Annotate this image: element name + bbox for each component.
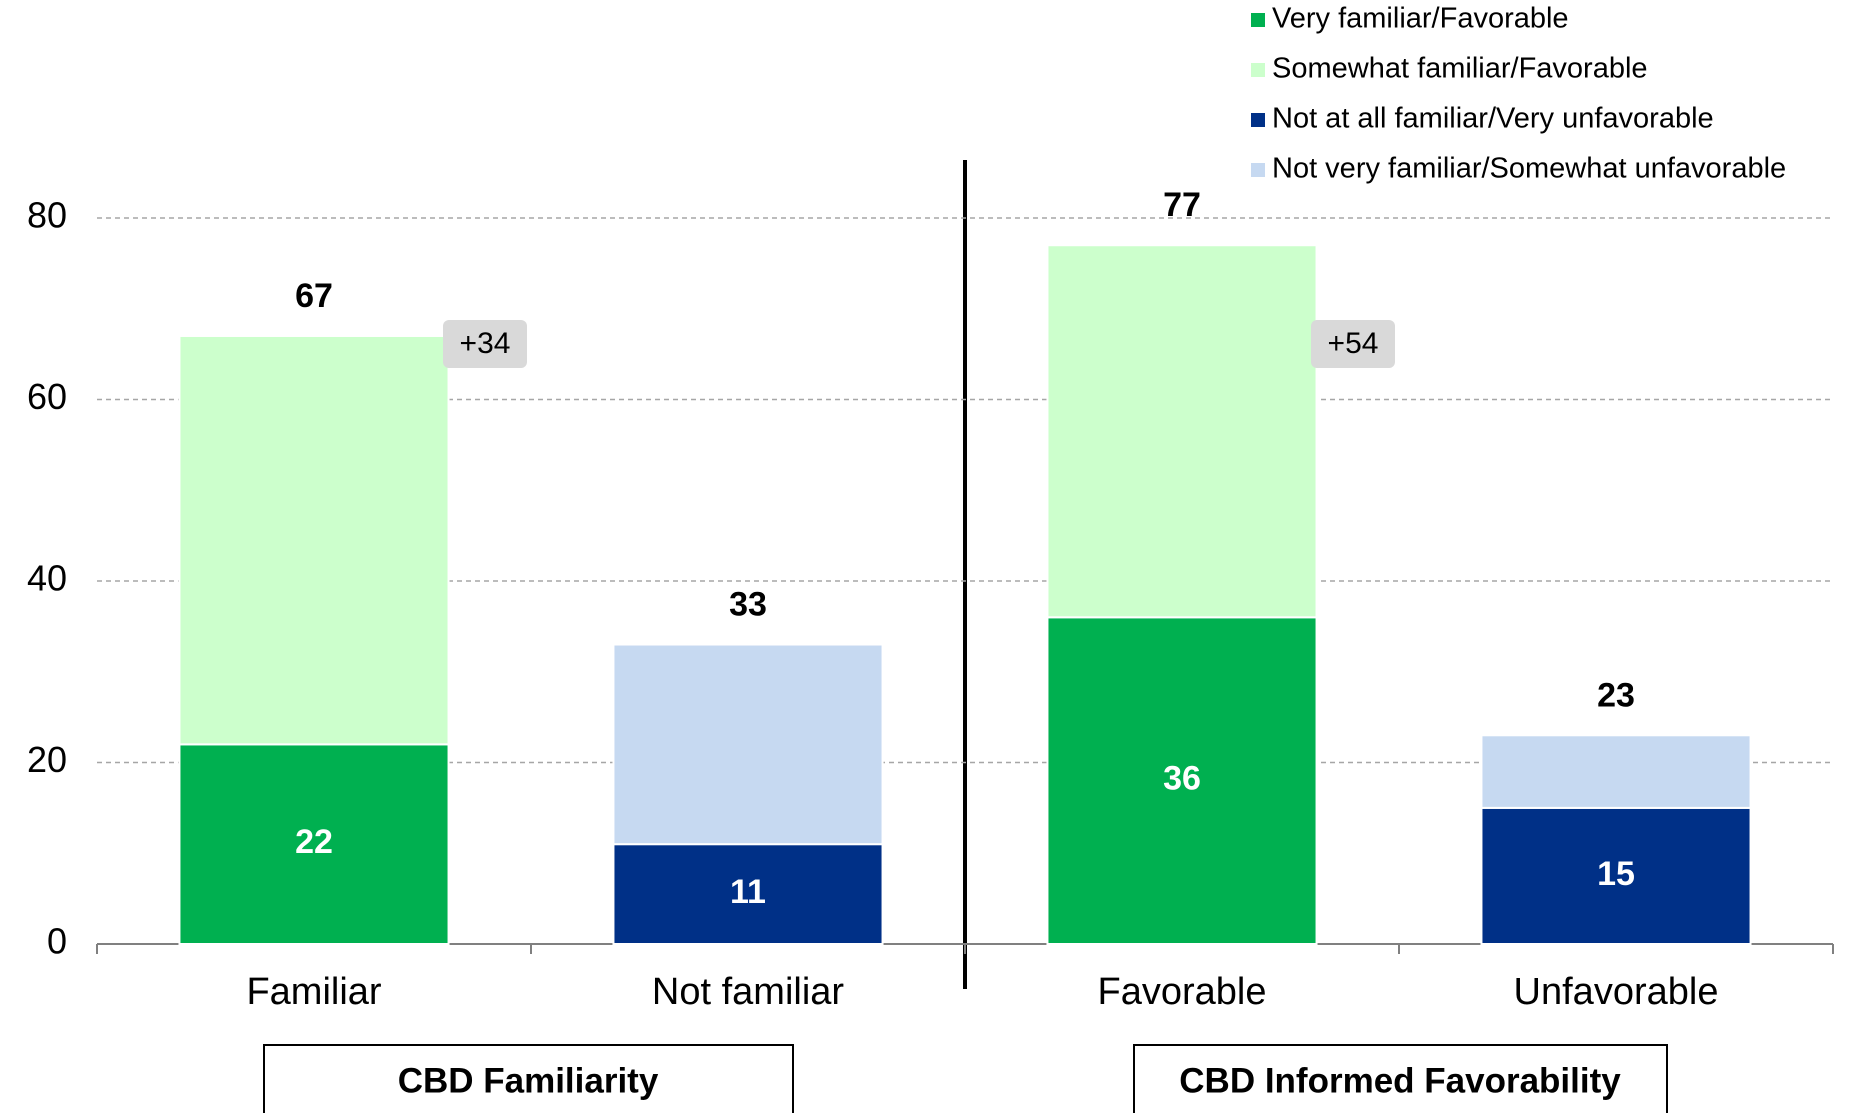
total-label: 67	[295, 277, 333, 315]
x-tick-label: Unfavorable	[1514, 971, 1719, 1013]
bar-segment	[178, 743, 450, 945]
x-tick-label: Not familiar	[652, 971, 844, 1013]
annotation-box	[1311, 320, 1395, 368]
legend-label: Very familiar/Favorable	[1272, 3, 1569, 35]
legend-swatch	[1251, 13, 1265, 27]
value-label: 11	[730, 873, 766, 911]
y-tick-label: 60	[27, 376, 67, 417]
bar-segment	[612, 843, 884, 945]
legend-swatch	[1251, 113, 1265, 127]
group-label: CBD Familiarity	[398, 1061, 659, 1100]
value-label: 22	[295, 823, 333, 861]
legend-label: Somewhat familiar/Favorable	[1272, 53, 1648, 85]
annotation: +54	[1328, 327, 1379, 360]
legend-swatch	[1251, 163, 1265, 177]
x-tick-label: Favorable	[1098, 971, 1267, 1013]
bar-segment	[1480, 806, 1752, 945]
annotation: +34	[460, 327, 511, 360]
legend-label: Not at all familiar/Very unfavorable	[1272, 103, 1714, 135]
bar-segment	[612, 643, 884, 846]
annotation-box	[443, 320, 527, 368]
bar-segment	[1046, 616, 1318, 945]
bar-segment	[1046, 244, 1318, 619]
y-tick-label: 40	[27, 558, 67, 599]
bar-segment	[178, 334, 450, 746]
total-label: 77	[1163, 186, 1201, 224]
legend-label: Not very familiar/Somewhat unfavorable	[1272, 153, 1786, 185]
group-box	[1133, 1044, 1668, 1113]
total-label: 23	[1597, 676, 1635, 714]
total-label: 33	[729, 586, 767, 624]
value-label: 15	[1597, 855, 1635, 893]
value-label: 36	[1163, 760, 1201, 798]
y-tick-label: 20	[27, 739, 67, 780]
group-label: CBD Informed Favorability	[1179, 1061, 1621, 1100]
bar-segment	[1480, 734, 1752, 809]
group-box	[263, 1044, 794, 1113]
y-tick-label: 0	[47, 921, 67, 962]
x-tick-label: Familiar	[246, 971, 381, 1013]
y-tick-label: 80	[27, 195, 67, 236]
legend-swatch	[1251, 63, 1265, 77]
